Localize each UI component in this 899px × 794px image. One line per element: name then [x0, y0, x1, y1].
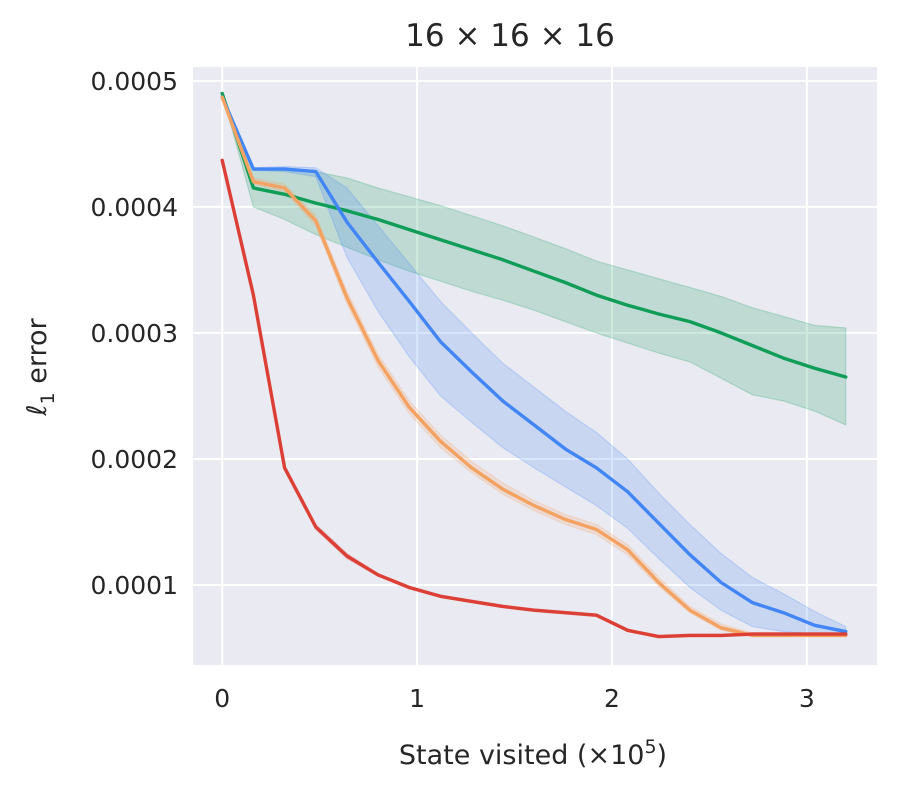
x-axis-label: State visited (×105)	[399, 736, 667, 771]
y-tick-label: 0.0005	[91, 67, 178, 96]
series-line	[220, 95, 848, 634]
y-tick-label: 0.0004	[91, 193, 178, 222]
x-tick-label: 2	[604, 684, 620, 713]
x-tick-label: 3	[799, 684, 815, 713]
x-tick-labels: 0 1 2 3	[214, 684, 815, 713]
x-tick-label: 0	[214, 684, 230, 713]
y-tick-label: 0.0002	[91, 445, 178, 474]
y-tick-label: 0.0001	[91, 571, 178, 600]
chart-title: 16 × 16 × 16	[405, 18, 615, 54]
plot-area	[193, 67, 877, 665]
y-tick-label: 0.0003	[91, 319, 178, 348]
x-tick-label: 1	[409, 684, 425, 713]
grid-lines	[193, 67, 877, 665]
y-tick-labels: 0.0001 0.0002 0.0003 0.0004 0.0005	[91, 67, 178, 600]
series-line	[220, 158, 848, 639]
y-axis-label: ℓ1 error	[22, 318, 59, 417]
series-line	[220, 91, 848, 379]
series-lines	[220, 91, 848, 639]
